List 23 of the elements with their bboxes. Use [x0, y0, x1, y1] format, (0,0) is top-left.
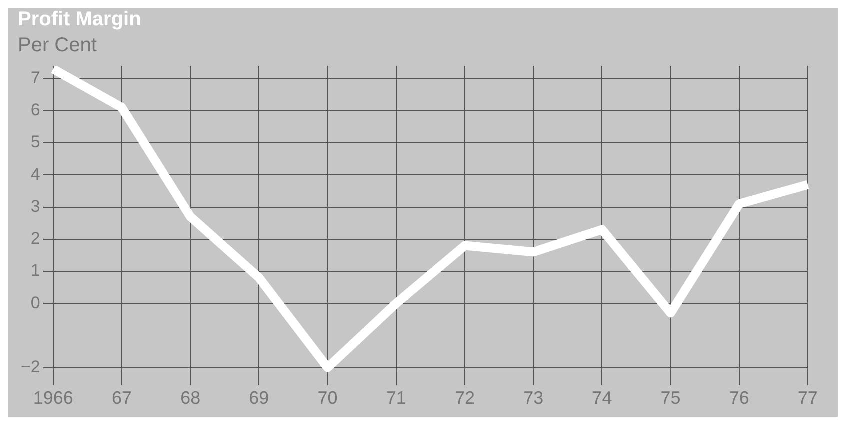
x-tick-label: 71: [386, 388, 406, 408]
x-tick-label: 69: [249, 388, 270, 408]
x-tick-label: 68: [180, 388, 201, 408]
y-axis-title: Per Cent: [18, 34, 98, 57]
y-tick-label: 6: [30, 100, 40, 120]
y-tick-label: 3: [30, 196, 40, 216]
x-tick-label: 73: [524, 388, 544, 408]
x-tick-label: 74: [592, 388, 612, 408]
y-tick-label: 0: [30, 293, 40, 312]
y-tick-label: 1: [30, 261, 40, 280]
y-tick-label: −2: [20, 357, 40, 376]
x-tick-label: 72: [454, 388, 476, 408]
x-tick-label: 76: [729, 388, 750, 408]
x-tick-label: 1966: [33, 388, 74, 408]
y-tick-label: 7: [30, 68, 40, 88]
x-tick-label: 70: [318, 388, 338, 408]
y-tick-label: 5: [30, 132, 40, 152]
x-tick-label: 75: [660, 388, 681, 408]
x-tick-label: 77: [798, 388, 818, 408]
y-tick-label: 2: [30, 229, 40, 248]
chart-title: Profit Margin: [18, 8, 142, 31]
y-tick-label: 4: [30, 164, 40, 184]
x-tick-label: 67: [112, 388, 132, 408]
